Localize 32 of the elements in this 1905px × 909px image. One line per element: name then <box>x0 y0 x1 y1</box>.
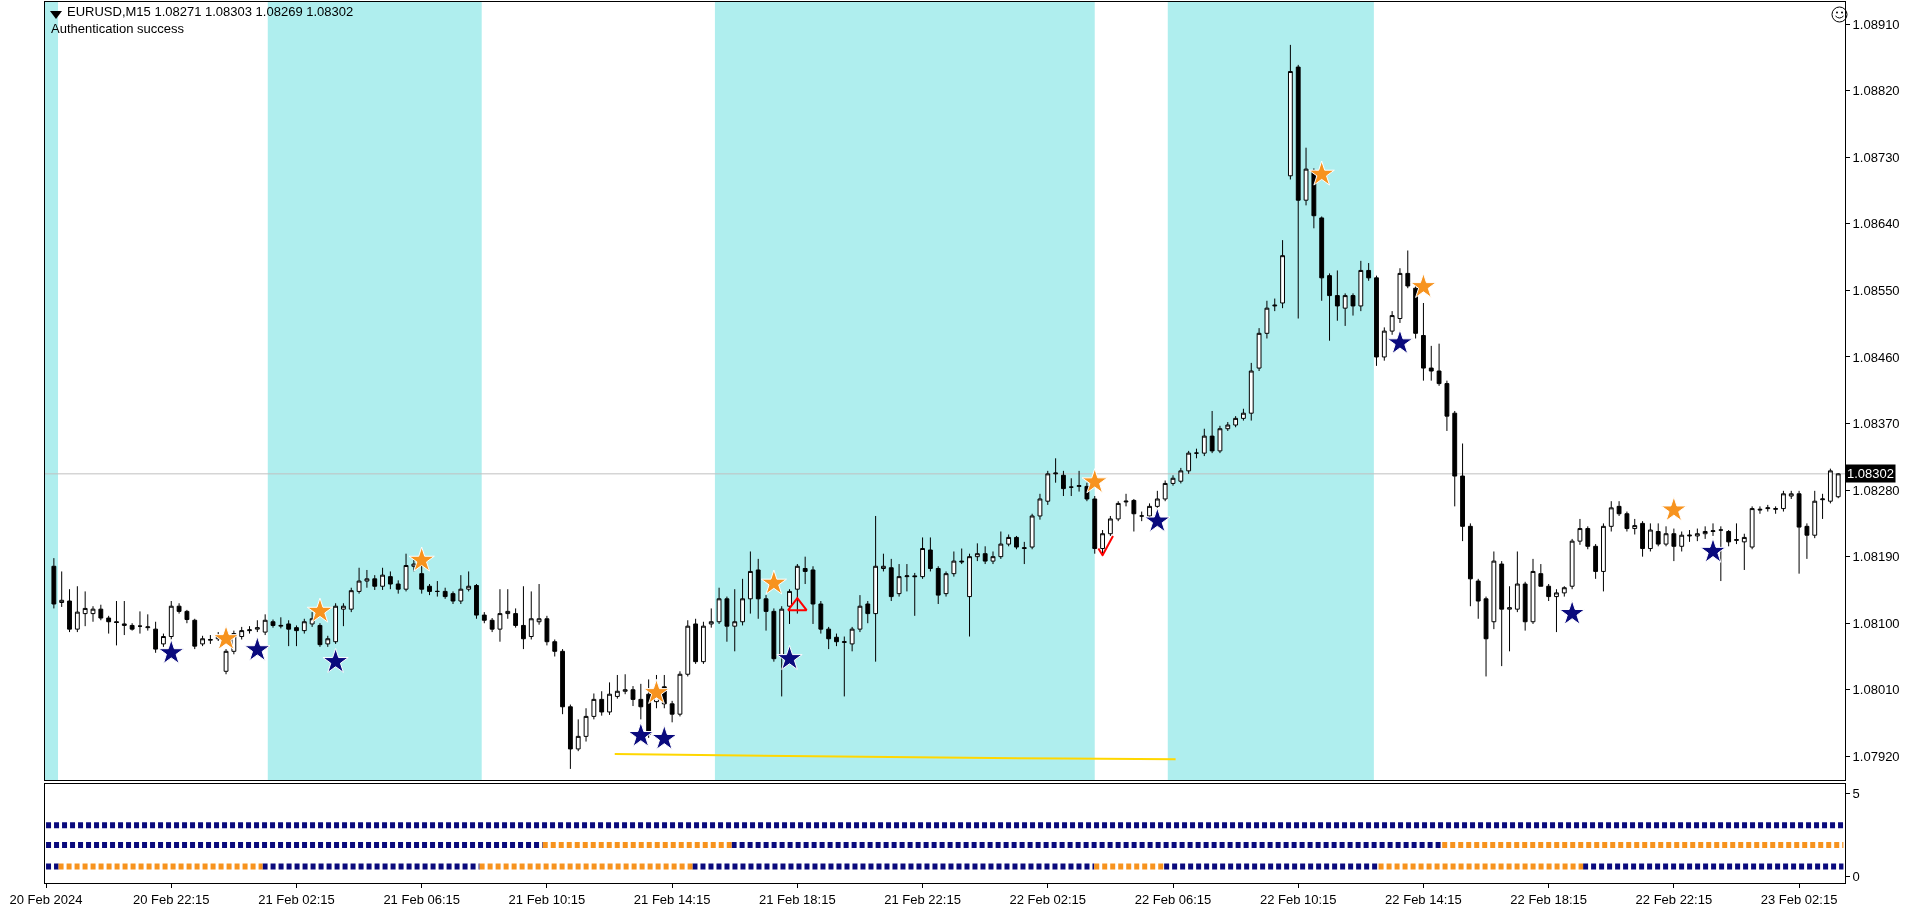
y-tick-label: 5 <box>1852 786 1860 802</box>
y-tick-label: 1.08190 <box>1852 549 1900 565</box>
x-tick-label: 21 Feb 18:15 <box>759 891 836 907</box>
x-tick-label: 21 Feb 10:15 <box>508 891 586 907</box>
x-tick-label: 21 Feb 02:15 <box>258 891 335 907</box>
y-tick-label: 1.07920 <box>1852 748 1900 764</box>
x-tick-label: 21 Feb 06:15 <box>383 891 461 907</box>
x-tick-label: 22 Feb 10:15 <box>1259 891 1337 907</box>
x-tick-label: 23 Feb 02:15 <box>1760 891 1838 907</box>
y-tick-label: 1.08010 <box>1852 682 1900 698</box>
x-tick-label: 22 Feb 14:15 <box>1385 891 1462 907</box>
x-tick-label: 20 Feb 22:15 <box>132 891 210 907</box>
y-tick-label: 1.08640 <box>1852 216 1900 232</box>
y-tick-label: 1.08730 <box>1852 149 1900 165</box>
x-tick-label: 22 Feb 02:15 <box>1009 891 1087 907</box>
y-tick-label: 1.08370 <box>1852 416 1900 432</box>
annotation: Authentication success <box>51 21 185 36</box>
x-tick-label: 22 Feb 06:15 <box>1134 891 1212 907</box>
y-tick-label: 1.08280 <box>1852 482 1900 498</box>
x-tick-label: 22 Feb 22:15 <box>1635 891 1713 907</box>
y-tick-label: 1.08820 <box>1852 83 1900 99</box>
y-tick-label: 1.08550 <box>1852 282 1900 298</box>
y-tick-label: 0 <box>1852 868 1860 884</box>
ref-line-label: 1.08302 <box>1847 466 1894 481</box>
chart-title: EURUSD,M15 1.08271 1.08303 1.08269 1.08302 <box>67 4 354 20</box>
x-tick-label: 20 Feb 2024 <box>9 891 83 907</box>
x-tick-label: 22 Feb 18:15 <box>1510 891 1587 907</box>
x-tick-label: 21 Feb 14:15 <box>633 891 711 907</box>
y-tick-label: 1.08460 <box>1852 349 1900 365</box>
y-tick-label: 1.08910 <box>1852 16 1900 32</box>
y-tick-label: 1.08100 <box>1852 615 1900 631</box>
x-tick-label: 21 Feb 22:15 <box>884 891 961 907</box>
